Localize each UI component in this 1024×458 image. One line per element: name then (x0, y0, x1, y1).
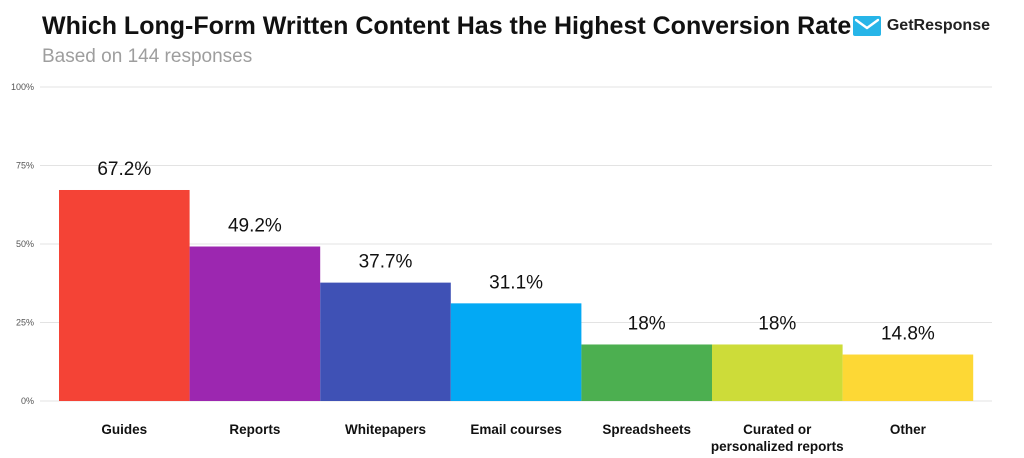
x-tick-label: Other (890, 422, 927, 437)
brand-name: GetResponse (886, 17, 990, 34)
data-label: 49.2% (228, 216, 282, 237)
bar (581, 344, 712, 401)
data-label: 31.1% (489, 272, 543, 293)
bar (320, 282, 451, 401)
data-label: 18% (628, 313, 666, 334)
x-tick-label: Reports (229, 422, 280, 437)
y-tick-label: 0% (21, 396, 34, 406)
chart-title: Which Long-Form Written Content Has the … (42, 12, 852, 40)
envelope-check-icon (852, 16, 881, 36)
brand-logo: GetResponse (852, 16, 990, 36)
y-tick-label: 75% (16, 161, 34, 171)
x-tick-label: Guides (101, 422, 147, 437)
x-tick-label: personalized reports (711, 439, 844, 454)
bar (842, 354, 974, 401)
x-tick-label: Curated or (743, 422, 812, 437)
data-label: 67.2% (97, 159, 151, 180)
data-label: 18% (758, 313, 796, 334)
x-tick-label: Email courses (470, 422, 562, 437)
y-tick-label: 25% (16, 318, 34, 328)
bar (59, 189, 190, 401)
data-label: 37.7% (359, 252, 413, 273)
chart-subtitle: Based on 144 responses (42, 46, 253, 67)
x-tick-label: Spreadsheets (602, 422, 691, 437)
data-label: 14.8% (881, 324, 935, 345)
y-tick-label: 100% (11, 82, 34, 92)
x-tick-label: Whitepapers (345, 422, 426, 437)
bar (189, 246, 321, 401)
y-tick-label: 50% (16, 239, 34, 249)
bar (712, 344, 843, 401)
bar (450, 303, 582, 401)
